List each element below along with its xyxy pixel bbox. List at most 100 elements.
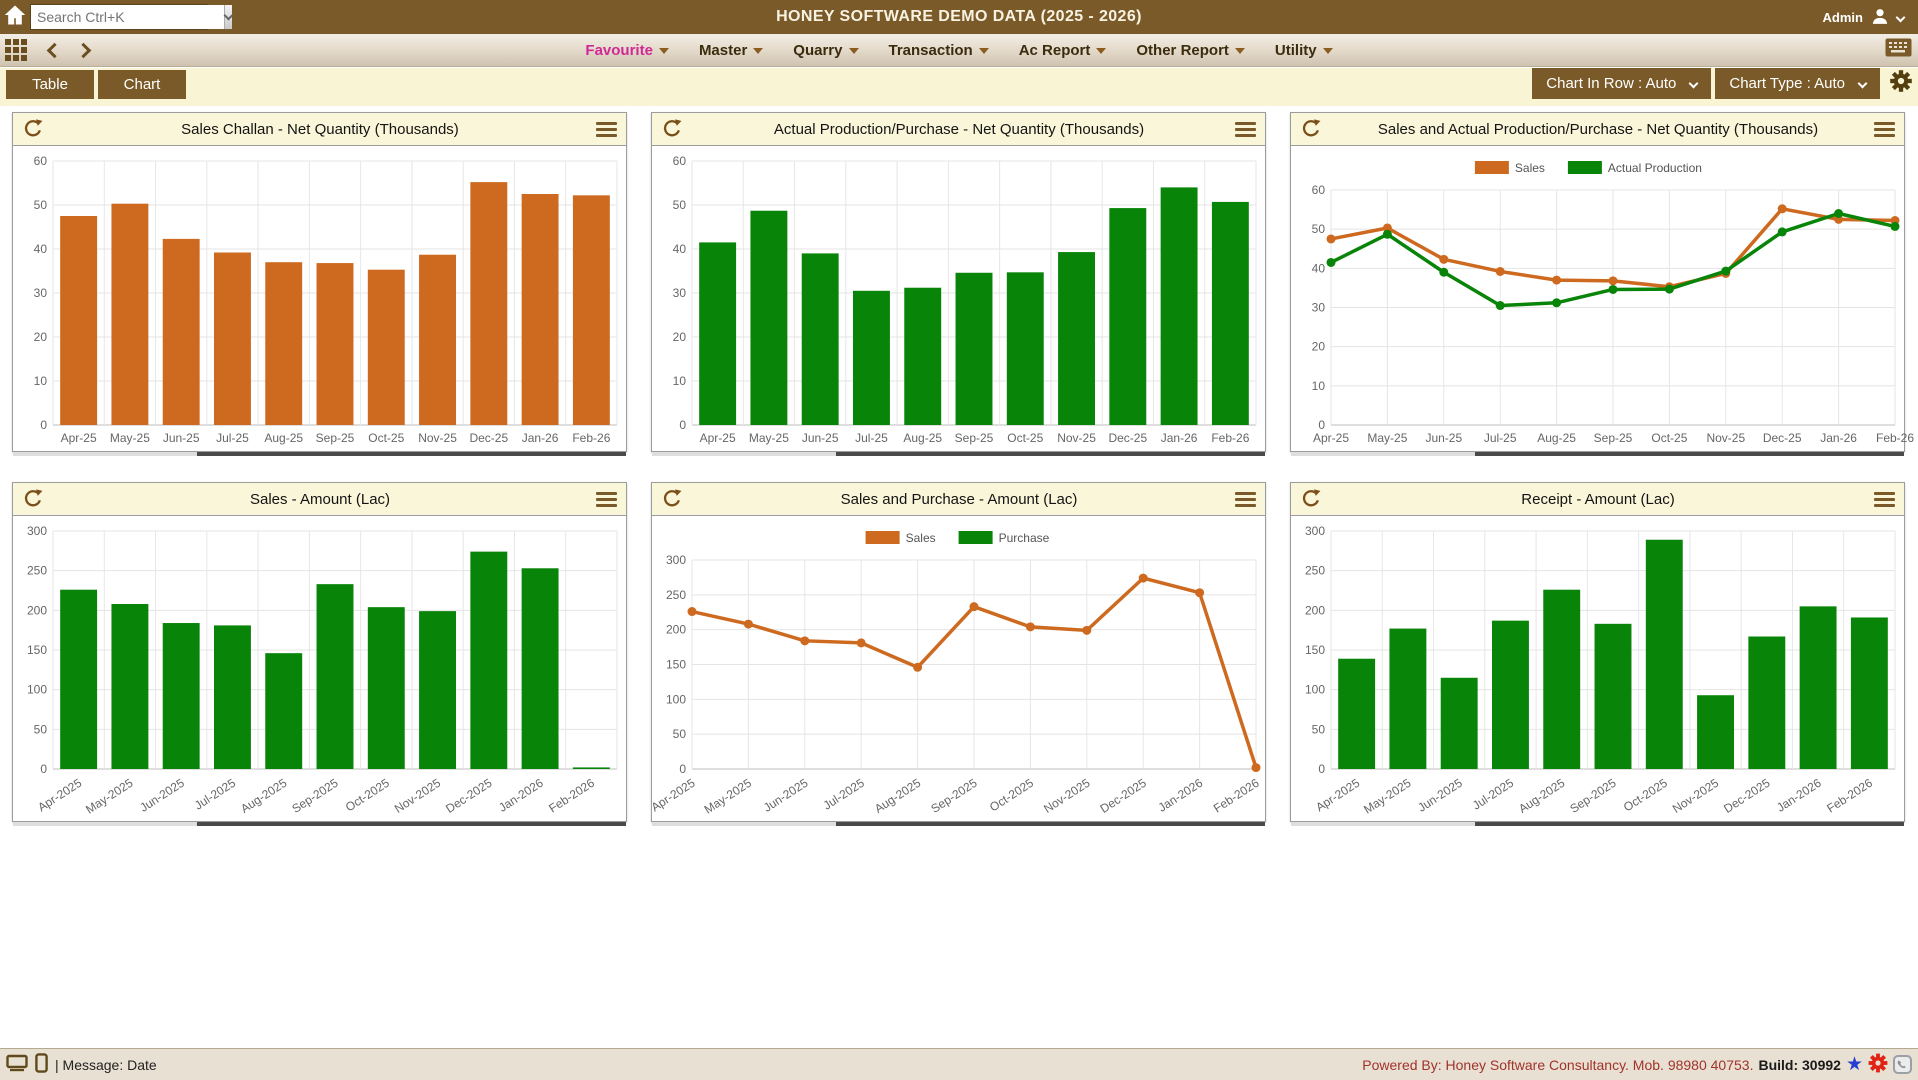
search-box: [30, 4, 234, 30]
svg-text:60: 60: [34, 154, 48, 168]
svg-text:Nov-2025: Nov-2025: [1041, 776, 1093, 816]
home-button[interactable]: [0, 0, 30, 34]
chart-scrollbar: [652, 452, 1265, 456]
svg-text:50: 50: [1312, 722, 1326, 736]
chart-in-row-dropdown[interactable]: Chart In Row : Auto: [1532, 68, 1712, 99]
svg-text:0: 0: [40, 418, 47, 432]
svg-text:Feb-2026: Feb-2026: [1824, 776, 1875, 816]
menu-item-other-report[interactable]: Other Report: [1136, 42, 1245, 59]
svg-text:100: 100: [1305, 683, 1325, 697]
refresh-icon[interactable]: [661, 488, 683, 510]
svg-text:0: 0: [679, 762, 686, 776]
table-button[interactable]: Table: [6, 70, 94, 99]
svg-text:50: 50: [673, 727, 687, 741]
user-menu[interactable]: Admin: [1823, 6, 1918, 29]
powered-by-text[interactable]: Powered By: Honey Software Consultancy. …: [1362, 1056, 1754, 1073]
user-icon: [1870, 6, 1890, 29]
refresh-icon[interactable]: [22, 118, 44, 140]
chart-type-dropdown[interactable]: Chart Type : Auto: [1715, 68, 1880, 99]
gear-icon[interactable]: [1868, 1053, 1888, 1076]
svg-text:150: 150: [666, 658, 686, 672]
svg-text:Dec-2025: Dec-2025: [1098, 776, 1150, 816]
hamburger-menu-icon[interactable]: [596, 121, 617, 137]
chart-scrollbar: [13, 452, 626, 456]
menu-item-transaction[interactable]: Transaction: [889, 42, 989, 59]
svg-text:Nov-25: Nov-25: [418, 431, 457, 445]
svg-text:50: 50: [34, 722, 48, 736]
star-icon[interactable]: ★: [1845, 1054, 1863, 1075]
app-grid-icon[interactable]: [5, 39, 27, 61]
search-input[interactable]: [31, 5, 224, 29]
status-bar: | Message: Date Powered By: Honey Softwa…: [0, 1048, 1918, 1080]
monitor-icon[interactable]: [6, 1054, 28, 1075]
svg-text:60: 60: [673, 154, 687, 168]
refresh-icon[interactable]: [1300, 118, 1322, 140]
phone-icon[interactable]: [35, 1053, 48, 1076]
svg-text:May-2025: May-2025: [83, 776, 136, 817]
svg-text:Feb-26: Feb-26: [572, 431, 610, 445]
hamburger-menu-icon[interactable]: [1235, 491, 1256, 507]
chart-scrollbar-thumb[interactable]: [835, 452, 1265, 456]
dropdown-triangle-icon: [1096, 48, 1107, 54]
svg-text:40: 40: [1312, 261, 1326, 275]
chart-canvas: 0 10 20 30 40 50 60 Apr-25 May-25 Jun-25 Jul-25 Aug…: [673, 154, 1257, 445]
chart-panel-header: Sales and Actual Production/Purchase - N…: [1291, 113, 1904, 146]
chart-title: Sales and Purchase - Amount (Lac): [840, 490, 1078, 508]
user-name: Admin: [1822, 9, 1863, 25]
keyboard-icon[interactable]: [1885, 38, 1912, 62]
svg-text:50: 50: [1312, 222, 1326, 236]
hamburger-menu-icon[interactable]: [1235, 121, 1256, 137]
svg-text:10: 10: [1312, 379, 1326, 393]
chart-title: Sales Challan - Net Quantity (Thousands): [181, 120, 459, 138]
menu-item-master[interactable]: Master: [699, 42, 764, 59]
svg-text:Aug-2025: Aug-2025: [238, 776, 290, 816]
svg-text:Jun-25: Jun-25: [163, 431, 200, 445]
chart-panel-header: Sales and Purchase - Amount (Lac): [652, 483, 1265, 516]
hamburger-menu-icon[interactable]: [1874, 121, 1895, 137]
hamburger-menu-icon[interactable]: [1874, 491, 1895, 507]
chart-title: Actual Production/Purchase - Net Quantit…: [773, 120, 1145, 138]
build-number: Build: 30992: [1758, 1056, 1841, 1073]
svg-text:10: 10: [673, 374, 687, 388]
svg-text:Jul-25: Jul-25: [1484, 431, 1517, 445]
hamburger-menu-icon[interactable]: [596, 491, 617, 507]
svg-text:Jan-2026: Jan-2026: [1156, 776, 1206, 815]
chart-scrollbar-thumb[interactable]: [196, 822, 626, 826]
svg-text:Aug-25: Aug-25: [1537, 431, 1576, 445]
search-dropdown-button[interactable]: [223, 5, 234, 29]
chart-panel-receipt-amount: Receipt - Amount (Lac) 0 50 100 150 200 250 30…: [1290, 482, 1905, 826]
refresh-icon[interactable]: [661, 118, 683, 140]
chevron-down-icon: [1857, 78, 1868, 89]
chart-scrollbar-thumb[interactable]: [196, 452, 626, 456]
svg-text:Jun-2025: Jun-2025: [137, 776, 187, 815]
svg-text:Aug-2025: Aug-2025: [1516, 776, 1568, 816]
home-icon: [3, 3, 27, 32]
svg-text:300: 300: [666, 553, 686, 567]
whatsapp-icon[interactable]: [1893, 1055, 1912, 1074]
menu-item-favourite[interactable]: Favourite: [585, 42, 669, 59]
dropdown-triangle-icon: [1234, 48, 1245, 54]
refresh-icon[interactable]: [1300, 488, 1322, 510]
svg-text:Jun-2025: Jun-2025: [761, 776, 811, 815]
chart-title: Sales - Amount (Lac): [249, 490, 391, 508]
chart-scrollbar-thumb[interactable]: [835, 822, 1265, 826]
svg-text:Jul-25: Jul-25: [855, 431, 888, 445]
chart-button[interactable]: Chart: [98, 70, 186, 99]
refresh-icon[interactable]: [22, 488, 44, 510]
chart-panel-header: Sales - Amount (Lac): [13, 483, 626, 516]
settings-button[interactable]: [1884, 69, 1918, 98]
svg-text:Feb-26: Feb-26: [1876, 431, 1914, 445]
svg-text:Sales: Sales: [1515, 161, 1545, 175]
menu-item-utility[interactable]: Utility: [1275, 42, 1333, 59]
svg-text:Jul-2025: Jul-2025: [192, 776, 239, 813]
svg-text:40: 40: [34, 242, 48, 256]
svg-text:200: 200: [666, 623, 686, 637]
chart-scrollbar-thumb[interactable]: [1474, 822, 1904, 826]
chart-scrollbar-thumb[interactable]: [1474, 452, 1904, 456]
menu-item-ac-report[interactable]: Ac Report: [1019, 42, 1107, 59]
svg-text:Actual Production: Actual Production: [1608, 161, 1702, 175]
menu-item-quarry[interactable]: Quarry: [793, 42, 859, 59]
svg-text:0: 0: [1318, 418, 1325, 432]
